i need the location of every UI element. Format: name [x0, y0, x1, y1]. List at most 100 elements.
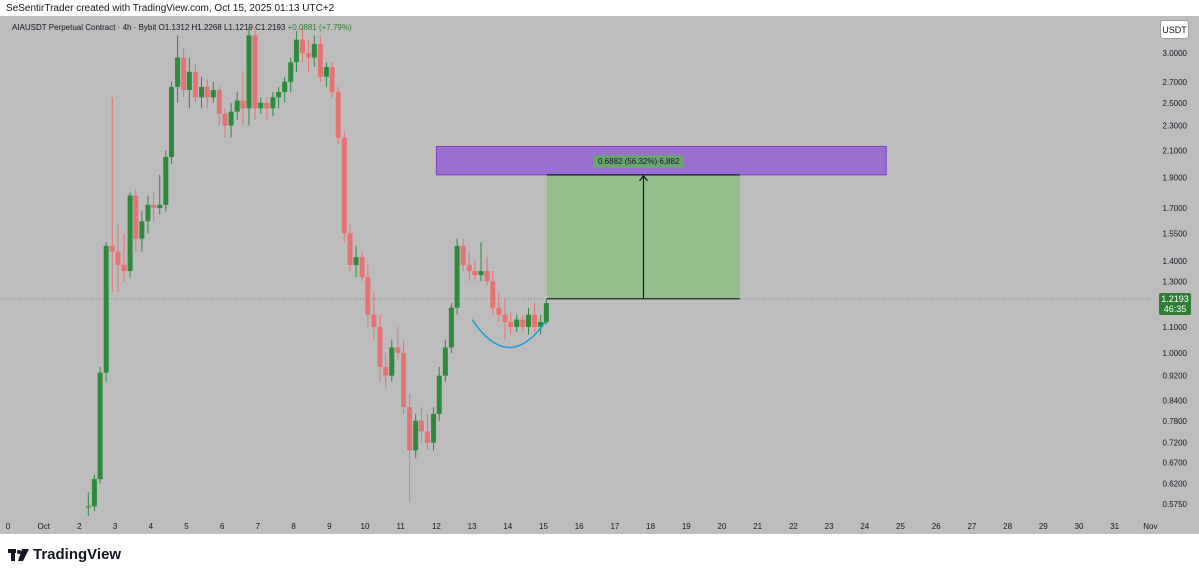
candle-body	[91, 479, 97, 507]
price-axis-label: 1.9000	[1163, 174, 1188, 183]
candle-body	[335, 92, 341, 138]
price-axis-label: 1.5500	[1163, 229, 1188, 238]
candle-body	[436, 375, 442, 414]
tradingview-logo-icon	[8, 548, 29, 561]
candle-body	[413, 420, 419, 451]
candle-body	[514, 319, 520, 327]
candle-body	[431, 413, 437, 443]
quote-currency-button[interactable]: USDT	[1160, 20, 1189, 39]
time-axis-label: 27	[967, 522, 976, 531]
time-axis-label: 24	[860, 522, 869, 531]
candle-body	[371, 314, 377, 327]
candle-body	[198, 86, 204, 98]
candle-body	[97, 372, 103, 480]
price-axis-label: 2.1000	[1163, 146, 1188, 155]
candle-body	[216, 89, 222, 114]
candle-body	[502, 314, 508, 322]
time-axis-label: 23	[825, 522, 834, 531]
time-axis-label: 9	[327, 522, 332, 531]
candle-body	[210, 89, 216, 98]
price-axis-label: 1.3000	[1163, 277, 1188, 286]
candle-body	[282, 81, 288, 93]
candle-body	[276, 92, 282, 98]
footer-brand-name: TradingView	[33, 546, 122, 563]
candle-body	[323, 67, 329, 77]
candle-body	[127, 195, 133, 271]
candle-body	[293, 39, 299, 63]
candle-body	[543, 303, 549, 322]
last-price-tag: 1.2193 46:35	[1159, 293, 1191, 315]
time-axis-label: 31	[1110, 522, 1119, 531]
candle-body	[240, 100, 246, 109]
candle-body	[306, 53, 312, 58]
candle-body	[145, 204, 151, 222]
candle-body	[460, 245, 466, 265]
candle-body	[424, 431, 430, 443]
candle-body	[490, 281, 496, 308]
price-axis-label: 1.7000	[1163, 204, 1188, 213]
candle-body	[377, 326, 383, 367]
time-axis-label: 25	[896, 522, 905, 531]
candle-body	[109, 245, 115, 252]
candle-body	[300, 39, 306, 53]
time-axis-label: 18	[646, 522, 655, 531]
bar-countdown: 46:35	[1163, 304, 1187, 314]
candle-body	[442, 347, 448, 376]
measure-label: 0.6882 (56.32%) 6,882	[593, 155, 685, 168]
candle-body	[329, 67, 335, 93]
candle-body	[204, 86, 210, 98]
candle-body	[133, 195, 139, 239]
time-axis-label: 7	[256, 522, 261, 531]
time-axis-label: 30	[1075, 522, 1084, 531]
time-axis-label: 8	[291, 522, 296, 531]
candle-body	[163, 156, 169, 205]
legend-change: +0.0881 (+7.79%)	[287, 23, 352, 32]
candle-body	[151, 204, 157, 209]
candle-body	[383, 366, 389, 376]
candle-body	[395, 347, 401, 353]
price-axis-label: 0.6200	[1163, 479, 1188, 488]
candle-body	[288, 62, 294, 82]
candle-body	[520, 319, 526, 327]
cup-pattern-curve	[471, 319, 546, 349]
candle-body	[508, 321, 514, 327]
candle-body	[85, 506, 91, 508]
candle-body	[228, 111, 234, 126]
time-axis-label: Nov	[1143, 522, 1157, 531]
last-price-value: 1.2193	[1161, 294, 1189, 304]
candle-body	[192, 71, 198, 98]
candle-body	[532, 314, 538, 327]
time-axis-label: 0	[6, 522, 11, 531]
candle-body	[538, 321, 544, 327]
time-axis-label: Oct	[37, 522, 50, 531]
time-axis-label: 22	[789, 522, 798, 531]
price-axis-label: 0.9200	[1163, 372, 1188, 381]
chart-area[interactable]: 3.0000 2.7000 2.5000 2.3000 2.1000 1.9000 1.70…	[0, 16, 1199, 534]
price-axis-label: 0.7200	[1163, 439, 1188, 448]
time-axis-label: 3	[113, 522, 118, 531]
candle-body	[401, 352, 407, 408]
price-axis-label: 2.5000	[1163, 99, 1188, 108]
candle-body	[252, 35, 258, 109]
time-axis-label: 2	[77, 522, 82, 531]
price-axis-label: 0.5750	[1163, 500, 1188, 509]
candle-body	[478, 270, 484, 276]
candle-body	[139, 221, 145, 239]
candle-body	[169, 86, 175, 157]
time-axis-label: 4	[149, 522, 154, 531]
chart-credit: SeSentirTrader created with TradingView.…	[6, 3, 335, 14]
price-chart[interactable]: 3.0000 2.7000 2.5000 2.3000 2.1000 1.9000 1.70…	[0, 16, 1199, 534]
candle-body	[526, 314, 532, 327]
price-axis-label: 3.0000	[1163, 49, 1188, 58]
candle-body	[317, 44, 323, 77]
candle-body	[222, 113, 228, 126]
time-axis-label: 26	[932, 522, 941, 531]
candle-body	[115, 251, 121, 265]
time-axis-label: 28	[1003, 522, 1012, 531]
time-axis-label: 13	[468, 522, 477, 531]
time-axis-label: 29	[1039, 522, 1048, 531]
candle-body	[181, 57, 187, 90]
time-axis-label: 6	[220, 522, 225, 531]
time-axis-label: 16	[575, 522, 584, 531]
time-axis-label: 5	[184, 522, 189, 531]
